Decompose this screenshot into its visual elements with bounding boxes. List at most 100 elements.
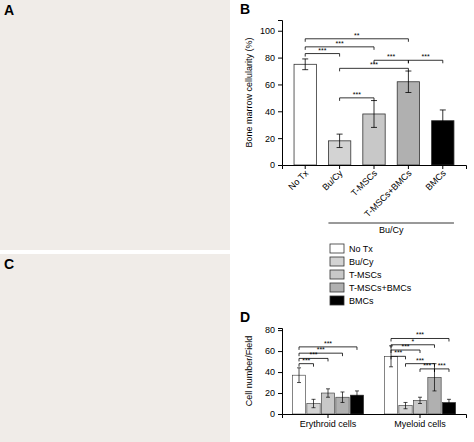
y-axis-line bbox=[278, 21, 283, 166]
y-tick-label: 100 bbox=[260, 26, 275, 36]
x-tick-label: Myeloid cells bbox=[394, 419, 446, 429]
group-bracket bbox=[328, 223, 454, 224]
x-tick-label: Erythroid cells bbox=[300, 419, 357, 429]
significance-line bbox=[391, 338, 449, 341]
legend-swatch bbox=[330, 257, 344, 266]
significance-label: *** bbox=[423, 362, 431, 369]
legend: No TxBu/CyT-MSCsT-MSCs+BMCsBMCs bbox=[330, 244, 412, 306]
y-axis: 0 20 40 60 80 bbox=[265, 325, 283, 419]
x-axis: Erythroid cells Myeloid cells bbox=[283, 414, 467, 429]
x-tick-label: BMCs bbox=[423, 168, 448, 193]
figure: A020406080100No TxBu/CyT-MSCsT-MSCs+BMCs… bbox=[0, 0, 474, 442]
y-tick: 80 bbox=[265, 325, 282, 335]
x-axis-line bbox=[283, 415, 467, 419]
y-tick: 40 bbox=[265, 107, 282, 117]
legend-label: BMCs bbox=[349, 296, 374, 306]
error-bar bbox=[355, 391, 359, 399]
y-tick-label: 80 bbox=[265, 53, 275, 63]
error-bar bbox=[371, 101, 377, 128]
x-tick-mark bbox=[408, 165, 409, 169]
y-axis-title: Cell number/Field bbox=[244, 336, 254, 407]
significance-label: ** bbox=[354, 32, 360, 39]
x-tick-mark bbox=[339, 165, 340, 169]
image-placeholder bbox=[0, 0, 230, 250]
panel-label: D bbox=[240, 309, 250, 325]
y-tick: 100 bbox=[260, 26, 282, 36]
y-tick-label: 60 bbox=[265, 346, 275, 356]
significance-line bbox=[374, 60, 408, 63]
panel-label: B bbox=[240, 1, 250, 17]
y-tick-mark bbox=[278, 393, 282, 394]
significance-label: *** bbox=[353, 91, 361, 98]
x-tick-label: T-MSCs+BMCs bbox=[362, 168, 413, 219]
y-tick-mark bbox=[278, 111, 282, 112]
y-tick: 0 bbox=[270, 409, 282, 419]
error-bar bbox=[440, 110, 446, 131]
x-tick-mark bbox=[374, 165, 375, 169]
y-tick: 20 bbox=[265, 134, 282, 144]
y-axis-line bbox=[278, 329, 283, 415]
x-tick-label: T-MSCs bbox=[349, 168, 379, 198]
x-tick: Erythroid cells bbox=[300, 414, 357, 429]
x-tick-mark bbox=[420, 414, 421, 418]
significance-line bbox=[434, 369, 448, 372]
significance-line bbox=[391, 356, 405, 359]
y-tick: 60 bbox=[265, 80, 282, 90]
panel-label: A bbox=[4, 2, 14, 18]
y-axis: 0 20 40 60 80 100 bbox=[260, 21, 283, 171]
legend-label: Bu/Cy bbox=[349, 257, 374, 267]
error-bar bbox=[447, 399, 451, 405]
image-panel: A bbox=[0, 0, 230, 250]
panel-label: C bbox=[4, 256, 14, 272]
error-bar bbox=[326, 389, 330, 397]
y-axis-title: Bone marrow cellularity (%) bbox=[244, 37, 254, 147]
y-tick: 20 bbox=[265, 388, 282, 398]
plot-area bbox=[292, 346, 455, 414]
error-bar bbox=[302, 59, 308, 70]
legend-swatch bbox=[330, 283, 344, 292]
significance-line bbox=[408, 60, 442, 63]
legend-swatch bbox=[330, 296, 344, 305]
y-tick-mark bbox=[278, 372, 282, 373]
x-tick: BMCs bbox=[423, 165, 448, 193]
y-tick-label: 20 bbox=[265, 388, 275, 398]
y-tick-label: 0 bbox=[270, 409, 275, 419]
significance-label: *** bbox=[336, 40, 344, 47]
y-tick-mark bbox=[278, 330, 282, 331]
x-tick: Myeloid cells bbox=[394, 414, 446, 429]
x-tick: T-MSCs bbox=[349, 165, 379, 198]
y-tick: 60 bbox=[265, 346, 282, 356]
y-tick-mark bbox=[278, 84, 282, 85]
x-tick: Bu/Cy bbox=[320, 165, 345, 193]
y-tick: 0 bbox=[270, 160, 282, 170]
image-panel: C bbox=[0, 254, 230, 442]
significance-label: *** bbox=[421, 53, 429, 60]
error-bar bbox=[337, 134, 343, 147]
bar bbox=[397, 82, 419, 165]
error-bar bbox=[312, 399, 316, 407]
image-placeholder bbox=[0, 254, 230, 442]
error-bar bbox=[340, 392, 344, 402]
group-bracket-label: Bu/Cy bbox=[379, 225, 404, 235]
annotations: ********************Bu/Cy bbox=[305, 32, 454, 235]
y-tick-mark bbox=[278, 58, 282, 59]
y-tick-mark bbox=[278, 165, 282, 166]
significance-label: *** bbox=[387, 53, 395, 60]
y-tick-label: 60 bbox=[265, 80, 275, 90]
error-bar bbox=[404, 402, 408, 408]
legend-swatch bbox=[330, 244, 344, 253]
x-tick-mark bbox=[442, 165, 443, 169]
significance-line bbox=[299, 358, 328, 361]
y-tick-mark bbox=[278, 414, 282, 415]
y-tick-label: 40 bbox=[265, 367, 275, 377]
significance-label: *** bbox=[324, 340, 332, 347]
x-axis: No TxBu/CyT-MSCsT-MSCs+BMCsBMCs bbox=[283, 165, 467, 219]
error-bar bbox=[405, 71, 411, 92]
x-tick: T-MSCs+BMCs bbox=[362, 165, 413, 219]
y-tick-mark bbox=[278, 138, 282, 139]
significance-line bbox=[299, 347, 357, 350]
significance-line bbox=[299, 353, 342, 356]
legend-label: T-MSCs+BMCs bbox=[349, 283, 412, 293]
legend-label: T-MSCs bbox=[349, 270, 382, 280]
significance-label: *** bbox=[416, 331, 424, 338]
